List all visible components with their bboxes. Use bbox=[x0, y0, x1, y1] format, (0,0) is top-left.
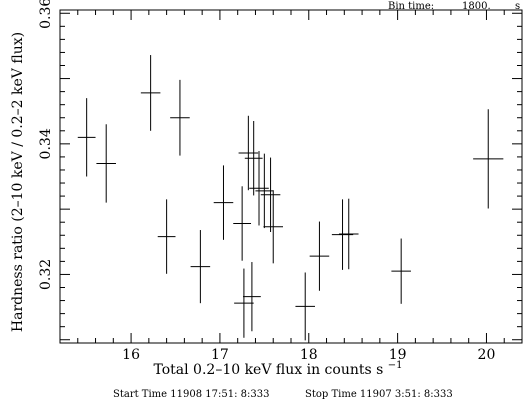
bin-time-value: 1800. bbox=[462, 1, 491, 12]
data-point bbox=[473, 109, 504, 209]
data-point bbox=[77, 98, 96, 177]
axis-tick-labels: 16 17 18 19 20 0.32 0.34 0.36 bbox=[38, 0, 495, 363]
x-tick-label: 20 bbox=[478, 347, 496, 363]
data-point bbox=[243, 262, 261, 332]
x-tick-label: 18 bbox=[300, 347, 318, 363]
stop-time: Stop Time 11907 3:51: 8:333 bbox=[305, 389, 453, 400]
data-point bbox=[249, 151, 269, 226]
data-point bbox=[331, 199, 354, 270]
data-point bbox=[140, 55, 161, 131]
data-point bbox=[391, 238, 411, 304]
data-point bbox=[234, 268, 254, 338]
data-point bbox=[233, 186, 252, 261]
y-tick-label: 0.34 bbox=[38, 128, 54, 159]
y-tick-label: 0.32 bbox=[38, 259, 54, 290]
bin-time-label: Bin time: bbox=[388, 1, 435, 12]
data-point bbox=[170, 79, 190, 156]
data-point bbox=[190, 230, 211, 304]
data-points bbox=[77, 55, 504, 341]
start-time: Start Time 11908 17:51: 8:333 bbox=[113, 389, 270, 400]
data-point bbox=[309, 221, 330, 291]
plot-frame bbox=[59, 9, 523, 344]
x-tick-label: 17 bbox=[211, 347, 229, 363]
y-tick-label: 0.36 bbox=[38, 0, 54, 29]
data-point bbox=[260, 157, 281, 232]
x-axis-title: Total 0.2–10 keV flux in counts s −1 bbox=[153, 360, 402, 378]
x-axis-title-text: Total 0.2–10 keV flux in counts s bbox=[153, 362, 383, 378]
data-point bbox=[213, 165, 234, 240]
data-point bbox=[244, 121, 263, 196]
bin-time-unit: s bbox=[515, 1, 521, 12]
axis-ticks bbox=[59, 10, 523, 343]
data-point bbox=[338, 198, 359, 270]
x-tick-label: 19 bbox=[389, 347, 407, 363]
y-axis-title: Hardness ratio (2–10 keV / 0.2–2 keV flu… bbox=[10, 32, 26, 332]
data-point bbox=[96, 124, 116, 203]
data-point bbox=[295, 272, 315, 341]
x-axis-title-superscript: −1 bbox=[388, 360, 403, 371]
x-tick-label: 16 bbox=[122, 347, 140, 363]
data-point bbox=[238, 115, 259, 191]
data-point bbox=[157, 199, 176, 274]
data-point bbox=[263, 190, 284, 264]
